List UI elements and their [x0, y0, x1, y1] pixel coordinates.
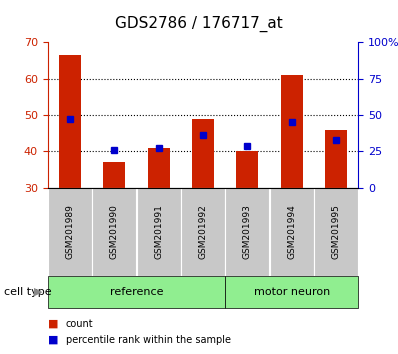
Bar [192, 119, 214, 188]
Text: ▶: ▶ [33, 287, 42, 297]
Bar [236, 152, 258, 188]
Text: GSM201991: GSM201991 [154, 204, 163, 259]
Text: GSM201993: GSM201993 [243, 204, 252, 259]
Bar [225, 188, 269, 276]
Text: GSM201994: GSM201994 [287, 205, 296, 259]
Text: GDS2786 / 176717_at: GDS2786 / 176717_at [115, 16, 283, 32]
Text: GSM201989: GSM201989 [65, 204, 74, 259]
Bar [314, 188, 358, 276]
Bar [325, 130, 347, 188]
Bar [281, 75, 303, 188]
Bar [59, 55, 81, 188]
Text: cell type: cell type [4, 287, 52, 297]
Text: GSM201995: GSM201995 [332, 204, 341, 259]
Text: GSM201990: GSM201990 [110, 204, 119, 259]
Text: reference: reference [110, 287, 163, 297]
Bar [137, 188, 181, 276]
Bar [269, 188, 314, 276]
Bar [92, 188, 137, 276]
Text: ■: ■ [48, 335, 58, 345]
Text: motor neuron: motor neuron [254, 287, 330, 297]
Bar [181, 188, 225, 276]
Bar [225, 276, 358, 308]
Text: ■: ■ [48, 319, 58, 329]
Bar [148, 148, 170, 188]
Bar [48, 276, 225, 308]
Bar [103, 162, 125, 188]
Text: count: count [66, 319, 93, 329]
Bar [48, 188, 92, 276]
Text: GSM201992: GSM201992 [199, 205, 207, 259]
Text: percentile rank within the sample: percentile rank within the sample [66, 335, 231, 345]
